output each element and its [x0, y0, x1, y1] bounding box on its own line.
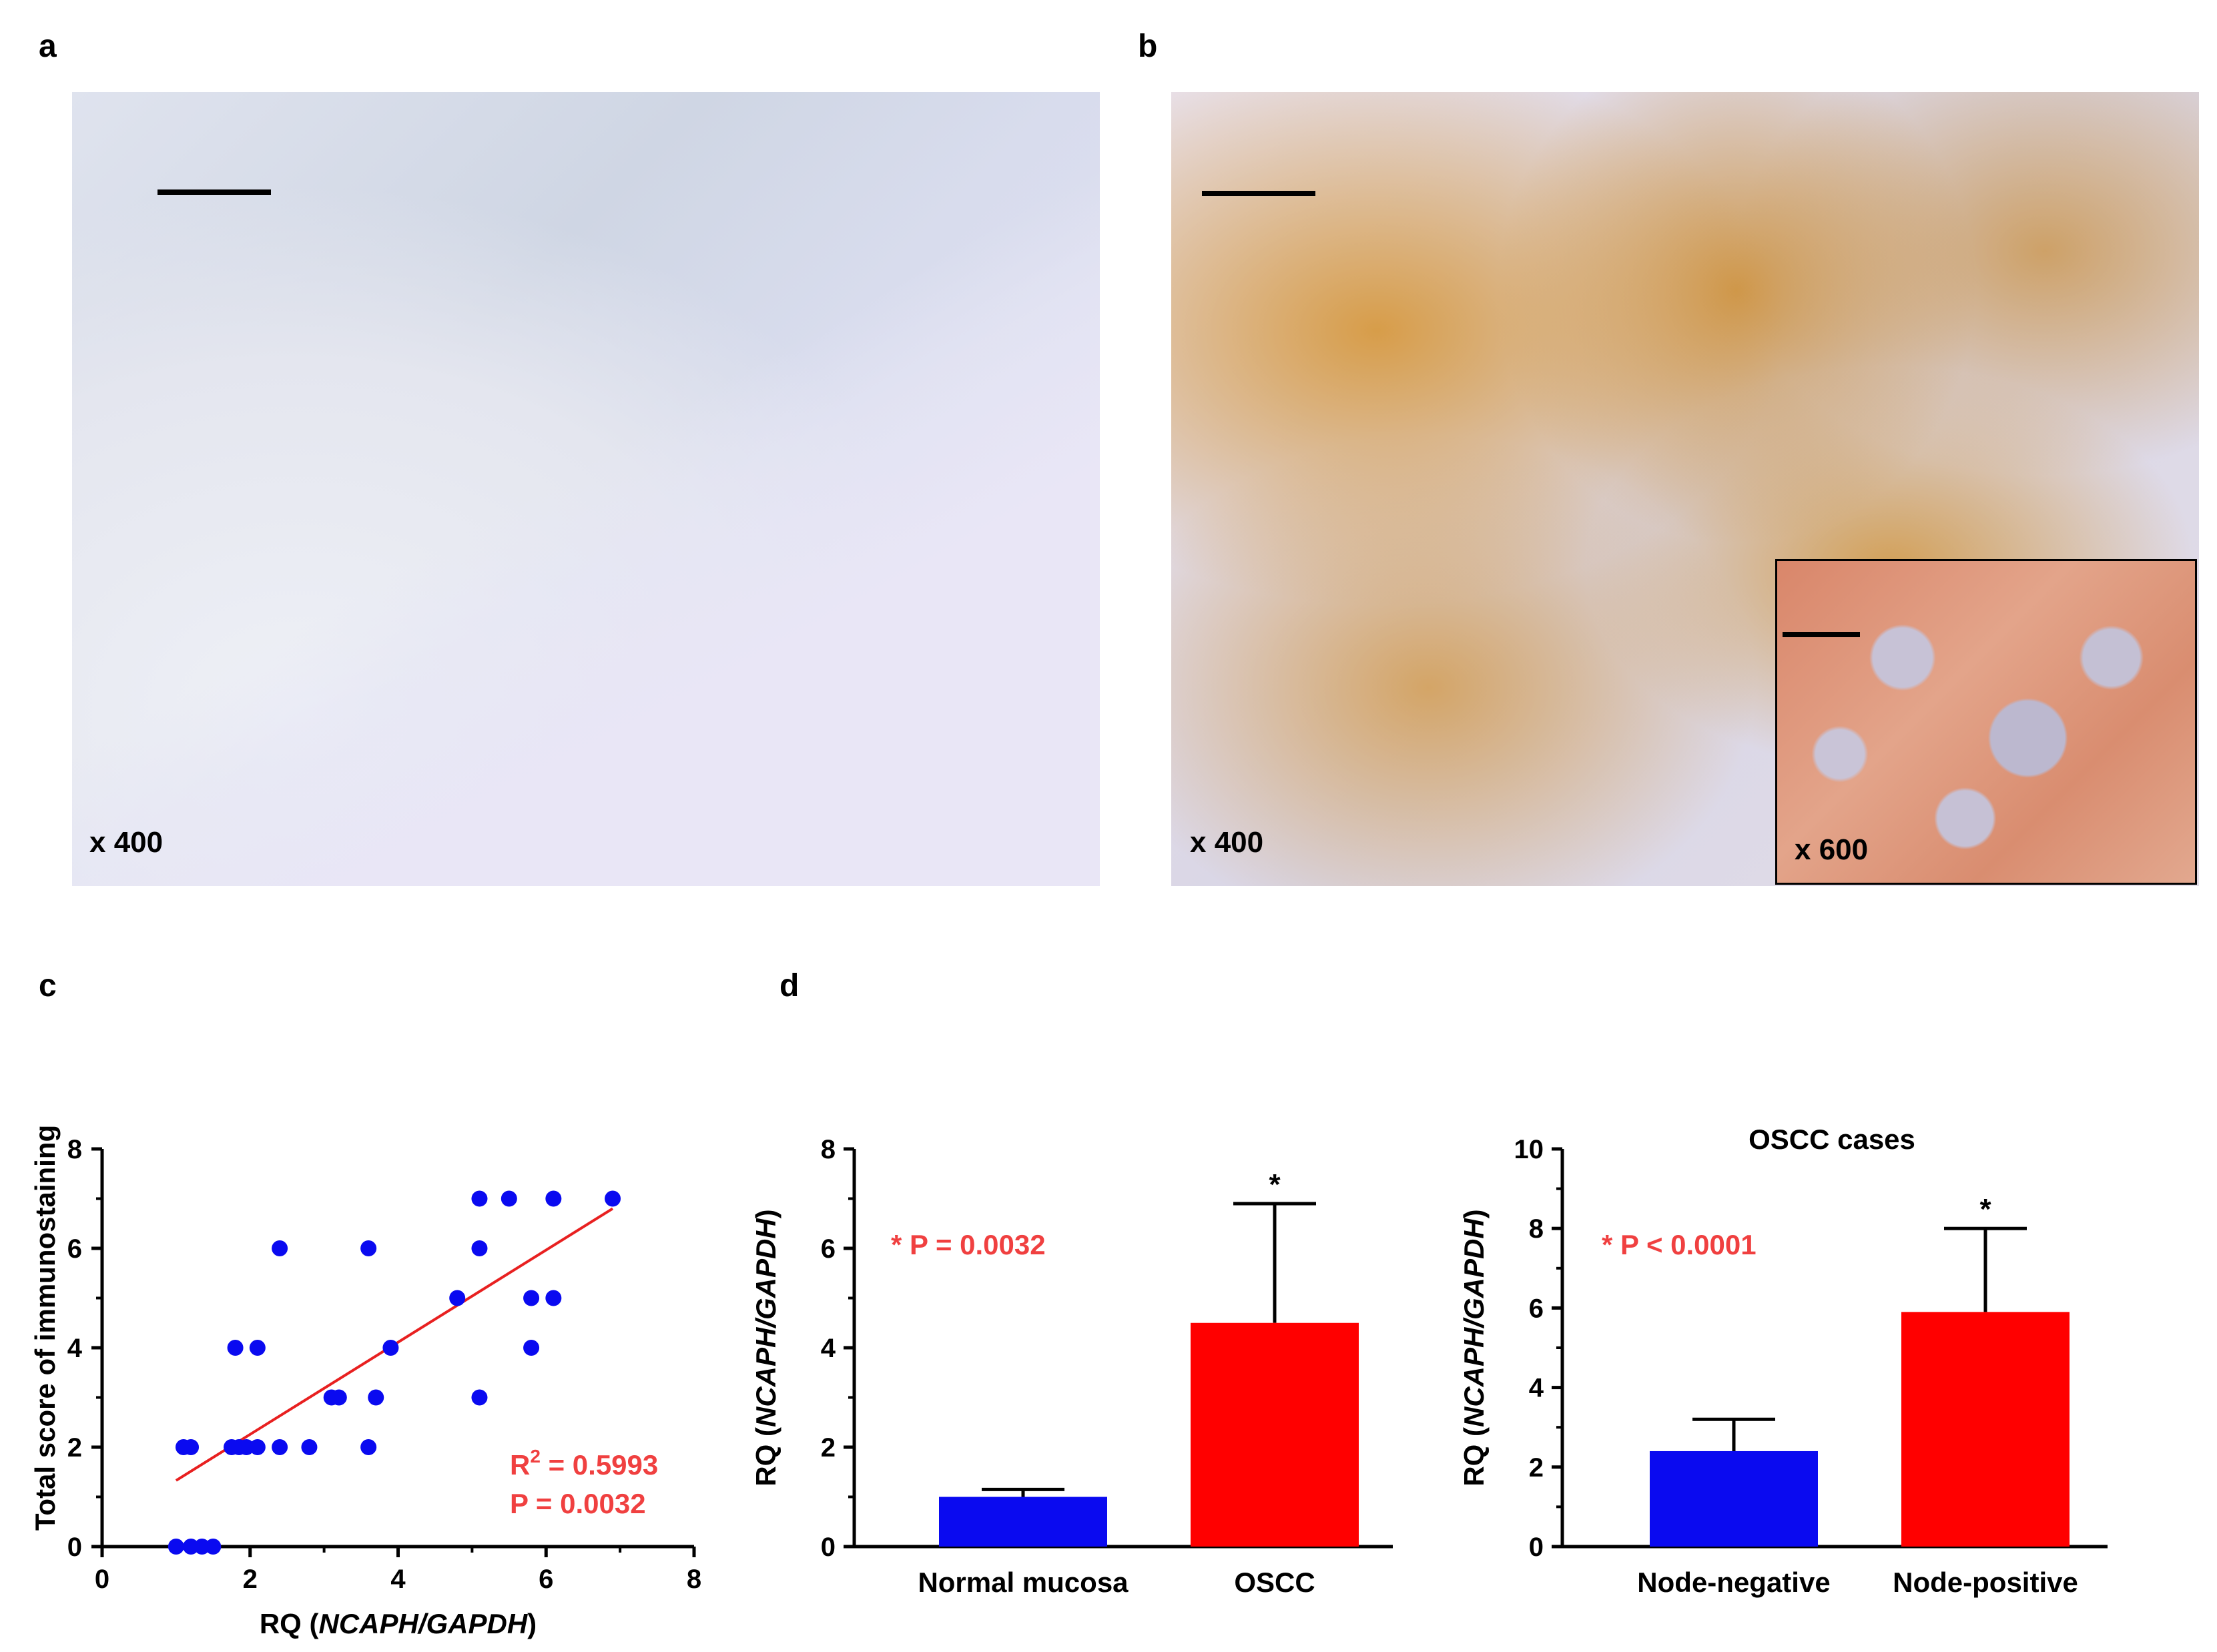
y-tick-label: 0 [821, 1533, 836, 1562]
data-point [183, 1539, 200, 1555]
data-point [471, 1240, 488, 1256]
data-point [471, 1190, 488, 1207]
data-point [360, 1439, 377, 1455]
axis-label: RQ (NCAPH/GAPDH) [750, 1209, 781, 1486]
data-point [168, 1539, 184, 1555]
y-tick-label: 2 [821, 1433, 836, 1463]
y-tick-label: 6 [821, 1234, 836, 1264]
significance-marker: * [1269, 1168, 1281, 1201]
data-point [368, 1389, 384, 1406]
scale-bar [157, 189, 271, 195]
chart-title: OSCC cases [1749, 1124, 1915, 1155]
p-value-label: P = 0.0032 [510, 1488, 646, 1519]
category-label: OSCC [1234, 1567, 1315, 1598]
micrograph-inset: x 600 [1775, 559, 2197, 885]
data-point [227, 1340, 244, 1356]
data-point [330, 1389, 347, 1406]
axis-label-italic: NCAPH/GAPDH [318, 1608, 528, 1639]
data-point [449, 1290, 466, 1306]
data-point [545, 1190, 562, 1207]
data-point [301, 1439, 318, 1455]
bar-chart-d2: OSCC cases 0 2 4 6 8 10 Node-negative * Node-posi… [1514, 1124, 2108, 1598]
bar-chart-d1: 0 2 4 6 8 Normal mucosa * OSCC * P = 0.0032 [821, 1135, 1393, 1598]
data-point [523, 1290, 540, 1306]
y-tick-label: 0 [67, 1533, 82, 1562]
axis-label-italic: NCAPH/GAPDH [750, 1218, 781, 1427]
y-tick-label: 0 [1529, 1533, 1544, 1562]
category-label: Node-positive [1893, 1567, 2078, 1598]
data-point [194, 1539, 210, 1555]
scale-bar [1783, 632, 1860, 637]
data-point [545, 1290, 562, 1306]
magnification-label: x 400 [89, 826, 164, 859]
x-tick-label: 0 [95, 1565, 109, 1594]
y-tick-label: 4 [821, 1334, 836, 1363]
magnification-label: x 600 [1795, 833, 1869, 866]
axis-label-suffix: ) [1458, 1209, 1490, 1218]
significance-marker: * [1979, 1193, 1991, 1226]
data-point [183, 1439, 200, 1455]
panel-letter-c: c [39, 968, 57, 1003]
panel-letter-d: d [779, 968, 800, 1003]
data-point [249, 1439, 266, 1455]
y-tick-label: 8 [821, 1135, 836, 1164]
y-tick-label: 10 [1514, 1135, 1544, 1164]
magnification-label: x 400 [1190, 826, 1264, 859]
p-value-annotation: * P = 0.0032 [891, 1229, 1046, 1260]
data-point [360, 1240, 377, 1256]
micrograph-normal-mucosa: x 400 [72, 92, 1100, 886]
category-label: Normal mucosa [918, 1567, 1129, 1598]
data-point [238, 1439, 255, 1455]
x-tick-label: 2 [243, 1565, 258, 1594]
y-tick-label: 8 [1529, 1214, 1544, 1244]
y-tick-label: 6 [67, 1234, 82, 1264]
r-squared-value: = 0.5993 [541, 1449, 658, 1481]
y-tick-label: 6 [1529, 1294, 1544, 1323]
scale-bar [1202, 191, 1315, 196]
axis-label: RQ (NCAPH/GAPDH) [1458, 1209, 1490, 1486]
data-point [471, 1389, 488, 1406]
axis-label-suffix: ) [750, 1209, 781, 1218]
y-tick-label: 2 [67, 1433, 82, 1463]
r-symbol: R [510, 1449, 530, 1481]
x-tick-label: 4 [390, 1565, 406, 1594]
data-point [272, 1240, 288, 1256]
data-point [205, 1539, 222, 1555]
bar [1650, 1451, 1818, 1547]
axis-label-suffix: ) [527, 1608, 537, 1639]
data-point [501, 1190, 517, 1207]
p-value-annotation: * P < 0.0001 [1602, 1229, 1757, 1260]
data-point [249, 1340, 266, 1356]
panel-letter-b: b [1138, 29, 1158, 64]
x-tick-label: 8 [687, 1565, 701, 1594]
bar [1901, 1312, 2070, 1547]
bar [939, 1497, 1107, 1547]
axis-label-prefix: RQ ( [750, 1427, 781, 1487]
data-point [605, 1190, 621, 1207]
axis-label-prefix: RQ ( [260, 1608, 319, 1639]
panel-letter-a: a [39, 29, 57, 64]
axis-label-italic: NCAPH/GAPDH [1458, 1218, 1490, 1427]
data-point [382, 1340, 399, 1356]
y-tick-label: 8 [67, 1135, 82, 1164]
axis-label-prefix: RQ ( [1458, 1427, 1490, 1487]
axis-label: RQ (NCAPH/GAPDH) [260, 1608, 537, 1639]
data-point [523, 1340, 540, 1356]
x-tick-label: 6 [539, 1565, 553, 1594]
y-tick-label: 4 [1529, 1374, 1544, 1403]
y-axis-label: Total score of immunostaining [29, 1125, 61, 1531]
r-superscript: 2 [530, 1446, 541, 1467]
r-squared-label: R2 = 0.5993 [510, 1446, 658, 1481]
category-label: Node-negative [1637, 1567, 1830, 1598]
bar [1191, 1322, 1359, 1547]
data-point [272, 1439, 288, 1455]
y-tick-label: 2 [1529, 1453, 1544, 1483]
y-tick-label: 4 [67, 1334, 83, 1363]
